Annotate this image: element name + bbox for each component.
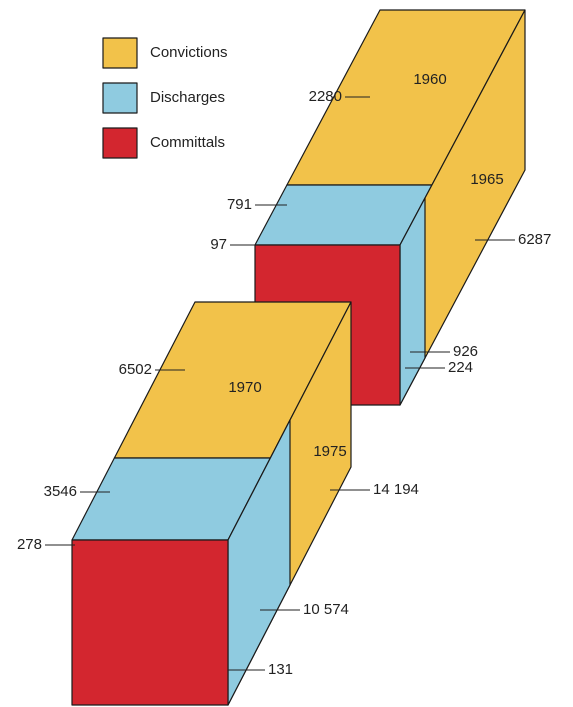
legend-swatch — [102, 82, 138, 114]
value-label: 278 — [17, 536, 42, 553]
value-label: 10 574 — [303, 601, 349, 618]
legend-swatch — [102, 37, 138, 69]
value-label: 926 — [453, 343, 478, 360]
legend-swatch — [102, 127, 138, 159]
year-label: 1970 — [228, 379, 261, 396]
legend-label: Discharges — [150, 89, 225, 106]
value-label: 131 — [268, 661, 293, 678]
value-label: 6287 — [518, 231, 551, 248]
legend-label: Convictions — [150, 44, 228, 61]
value-label: 2280 — [309, 88, 342, 105]
value-label: 14 194 — [373, 481, 419, 498]
value-label: 224 — [448, 359, 473, 376]
front-committals — [71, 539, 229, 706]
year-label: 1965 — [470, 171, 503, 188]
value-label: 791 — [227, 196, 252, 213]
year-label: 1960 — [413, 71, 446, 88]
year-label: 1975 — [313, 443, 346, 460]
legend-label: Committals — [150, 134, 225, 151]
value-label: 3546 — [44, 483, 77, 500]
value-label: 6502 — [119, 361, 152, 378]
value-label: 97 — [210, 236, 227, 253]
